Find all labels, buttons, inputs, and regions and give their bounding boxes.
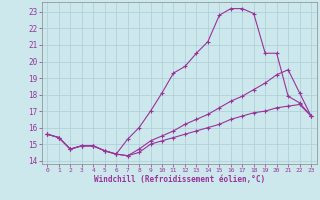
- X-axis label: Windchill (Refroidissement éolien,°C): Windchill (Refroidissement éolien,°C): [94, 175, 265, 184]
